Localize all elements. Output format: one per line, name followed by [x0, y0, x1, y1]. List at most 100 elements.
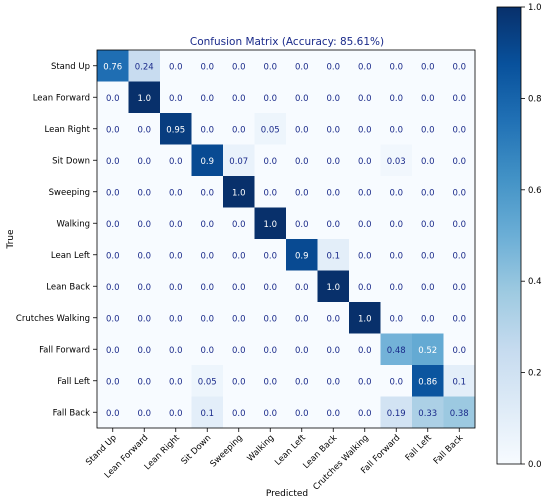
- cell-value-label: 0.0: [326, 125, 340, 135]
- matrix-cell: [317, 113, 350, 145]
- y-tick-label: Sit Down: [52, 156, 90, 166]
- matrix-cell: [286, 207, 318, 240]
- matrix-cell: [349, 239, 381, 271]
- cell-value-label: 0.0: [263, 94, 277, 104]
- cell-value-label: 0.0: [106, 94, 120, 104]
- cell-value-label: 0.0: [263, 62, 277, 72]
- matrix-cell: [412, 333, 444, 366]
- matrix-cell: [97, 176, 129, 208]
- matrix-cell: [286, 239, 318, 271]
- matrix-cell: [254, 50, 287, 82]
- cell-value-label: 0.0: [137, 377, 151, 387]
- matrix-cell: [412, 50, 444, 82]
- cell-value-label: 0.0: [421, 125, 435, 135]
- y-tick-label: Stand Up: [51, 62, 90, 72]
- matrix-cell: [380, 333, 413, 366]
- cell-value-label: 0.0: [232, 346, 246, 356]
- cell-value-label: 0.0: [263, 409, 277, 419]
- cell-value-label: 0.95: [166, 125, 185, 135]
- cell-value-label: 0.0: [389, 94, 403, 104]
- cell-value-label: 0.0: [137, 314, 151, 324]
- cell-value-label: 1.0: [263, 220, 277, 230]
- matrix-cell: [286, 113, 318, 145]
- cell-value-label: 0.0: [106, 377, 120, 387]
- matrix-cell: [223, 81, 255, 114]
- x-tick-label: Fall Left: [404, 433, 435, 464]
- cell-value-label: 0.0: [295, 188, 309, 198]
- matrix-cell: [191, 81, 224, 114]
- cell-value-label: 0.0: [326, 62, 340, 72]
- matrix-cell: [254, 302, 287, 334]
- cell-value-label: 0.0: [263, 283, 277, 293]
- matrix-cell: [223, 144, 255, 177]
- cell-value-label: 0.0: [106, 314, 120, 324]
- matrix-cell: [349, 302, 381, 334]
- matrix-cell: [380, 176, 413, 208]
- colorbar-tick-label: 0.0: [528, 460, 542, 470]
- cell-value-label: 0.0: [232, 314, 246, 324]
- cell-value-label: 0.0: [421, 251, 435, 261]
- y-tick-label: Fall Forward: [39, 345, 90, 355]
- matrix-frame: [96, 49, 476, 429]
- cell-value-label: 0.0: [452, 220, 466, 230]
- matrix-cell: [443, 113, 476, 145]
- colorbar-tick-label: 0.6: [528, 186, 542, 196]
- cell-value-label: 0.0: [358, 94, 372, 104]
- matrix-cell: [286, 176, 318, 208]
- cell-value-label: 0.0: [358, 409, 372, 419]
- cell-value-label: 0.0: [137, 125, 151, 135]
- cell-value-label: 0.0: [169, 94, 183, 104]
- cell-value-label: 0.1: [452, 377, 466, 387]
- matrix-cell: [128, 144, 161, 177]
- cell-value-label: 0.0: [200, 62, 214, 72]
- cell-value-label: 0.0: [452, 62, 466, 72]
- colorbar-tick-label: 0.2: [528, 369, 542, 379]
- cell-value-label: 0.0: [169, 283, 183, 293]
- matrix-cell: [254, 239, 287, 271]
- matrix-cell: [349, 176, 381, 208]
- cell-value-label: 0.0: [358, 251, 372, 261]
- matrix-cell: [97, 270, 129, 303]
- matrix-cell: [97, 144, 129, 177]
- matrix-cell: [380, 239, 413, 271]
- cell-value-label: 0.0: [200, 220, 214, 230]
- cell-value-label: 0.0: [200, 188, 214, 198]
- matrix-cell: [97, 302, 129, 334]
- cell-value-label: 0.52: [418, 346, 437, 356]
- matrix-cell: [160, 333, 192, 366]
- cell-value-label: 0.0: [169, 251, 183, 261]
- x-axis-label: Predicted: [266, 489, 308, 499]
- y-tick-label: Fall Back: [53, 408, 90, 418]
- cell-value-label: 0.0: [389, 251, 403, 261]
- matrix-cell: [443, 144, 476, 177]
- cell-value-label: 0.0: [421, 62, 435, 72]
- matrix-cell: [412, 302, 444, 334]
- y-tick-labels: Stand Up Lean Forward Lean Right Sit Down Sw…: [16, 62, 97, 418]
- chart-title: Confusion Matrix (Accuracy: 85.61%): [190, 36, 384, 48]
- cell-value-label: 0.0: [200, 283, 214, 293]
- cell-value-label: 0.0: [421, 157, 435, 167]
- matrix-cell: [443, 207, 476, 240]
- cell-value-label: 0.0: [137, 220, 151, 230]
- cell-value-label: 0.0: [137, 346, 151, 356]
- cell-value-label: 0.0: [389, 62, 403, 72]
- matrix-cell: [412, 365, 444, 397]
- matrix-cell: [349, 365, 381, 397]
- cell-value-label: 0.05: [198, 377, 217, 387]
- cell-value-label: 0.0: [295, 283, 309, 293]
- cell-value-label: 0.0: [358, 220, 372, 230]
- matrix-cell: [380, 113, 413, 145]
- matrix-cell: [223, 207, 255, 240]
- matrix-cell: [160, 144, 192, 177]
- x-tick-label: Sweeping: [209, 433, 245, 469]
- cell-value-label: 0.0: [358, 157, 372, 167]
- cell-value-label: 0.24: [135, 62, 154, 72]
- cell-value-label: 0.33: [418, 409, 437, 419]
- cell-value-label: 0.0: [106, 251, 120, 261]
- y-tick-label: Crutches Walking: [16, 314, 90, 324]
- matrix-cell: [160, 81, 192, 114]
- matrix-cell: [443, 176, 476, 208]
- cell-value-label: 0.0: [137, 251, 151, 261]
- matrix-cell: [191, 207, 224, 240]
